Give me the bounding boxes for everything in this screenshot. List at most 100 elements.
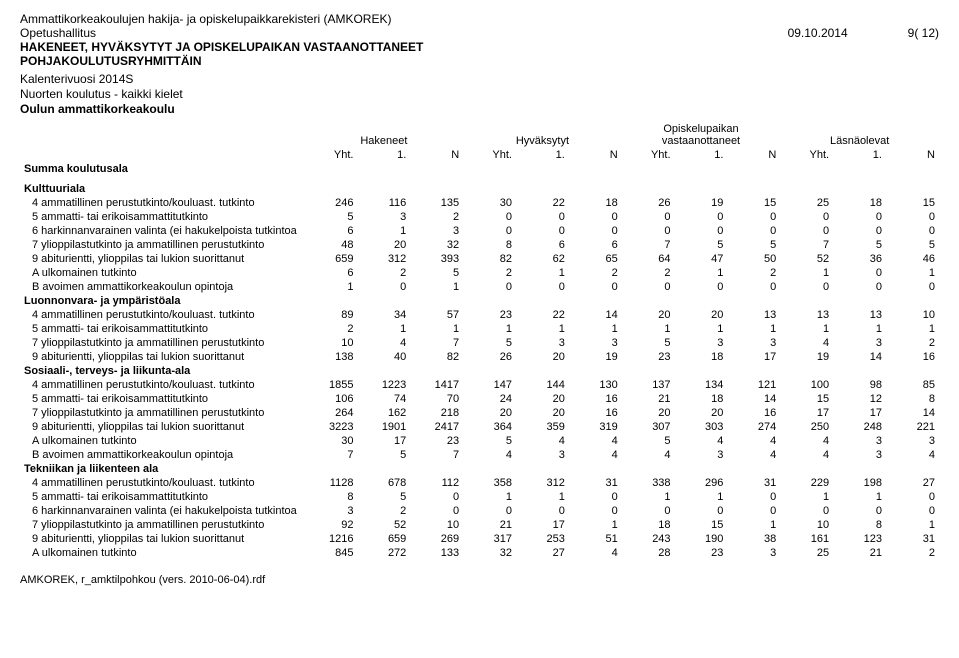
row-label: 7 ylioppilastutkinto ja ammatillinen per… — [20, 518, 305, 532]
table-row: A ulkomainen tutkinto8452721333227428233… — [20, 546, 939, 560]
cell-value: 307 — [622, 420, 675, 434]
section-title-row: Luonnonvara- ja ympäristöala — [20, 294, 939, 308]
cell-value: 34 — [357, 308, 410, 322]
row-label: 6 harkinnanvarainen valinta (ei hakukelp… — [20, 504, 305, 518]
cell-value: 1417 — [410, 378, 463, 392]
cell-value: 134 — [675, 378, 728, 392]
cell-value: 20 — [622, 406, 675, 420]
cell-value: 3 — [727, 546, 780, 560]
cell-value: 16 — [727, 406, 780, 420]
cell-value: 15 — [727, 196, 780, 210]
cell-value: 22 — [516, 308, 569, 322]
cell-value: 17 — [780, 406, 833, 420]
subcol: Yht. — [622, 148, 675, 162]
cell-value: 2 — [357, 504, 410, 518]
cell-value: 0 — [886, 280, 939, 294]
subcol: Yht. — [463, 148, 516, 162]
cell-value: 130 — [569, 378, 622, 392]
cell-value: 17 — [727, 350, 780, 364]
cell-value: 0 — [410, 490, 463, 504]
cell-value: 5 — [622, 434, 675, 448]
cell-value: 13 — [833, 308, 886, 322]
cell-value: 190 — [675, 532, 728, 546]
cell-value: 3 — [675, 336, 728, 350]
cell-value: 0 — [727, 490, 780, 504]
cell-value: 32 — [463, 546, 516, 560]
subcol: N — [569, 148, 622, 162]
cell-value: 1 — [622, 490, 675, 504]
cell-value: 1 — [357, 224, 410, 238]
cell-value: 20 — [675, 308, 728, 322]
section-title-row: Kulttuuriala — [20, 182, 939, 196]
cell-value: 1855 — [305, 378, 358, 392]
cell-value: 21 — [833, 546, 886, 560]
cell-value: 659 — [305, 252, 358, 266]
cell-value: 243 — [622, 532, 675, 546]
table-row: 7 ylioppilastutkinto ja ammatillinen per… — [20, 336, 939, 350]
table-row: 9 abiturientti, ylioppilas tai lukion su… — [20, 532, 939, 546]
cell-value: 0 — [780, 504, 833, 518]
cell-value: 20 — [516, 406, 569, 420]
cell-value: 338 — [622, 476, 675, 490]
cell-value: 0 — [516, 224, 569, 238]
cell-value: 269 — [410, 532, 463, 546]
cell-value: 1 — [622, 322, 675, 336]
cell-value: 17 — [833, 406, 886, 420]
cell-value: 678 — [357, 476, 410, 490]
cell-value: 10 — [305, 336, 358, 350]
table-row: 9 abiturientti, ylioppilas tai lukion su… — [20, 420, 939, 434]
row-label: 7 ylioppilastutkinto ja ammatillinen per… — [20, 238, 305, 252]
cell-value: 16 — [886, 350, 939, 364]
cell-value: 3 — [833, 336, 886, 350]
summa-row: Summa koulutusala — [20, 162, 939, 176]
cell-value: 0 — [516, 210, 569, 224]
table-row: 9 abiturientti, ylioppilas tai lukion su… — [20, 350, 939, 364]
row-label: 7 ylioppilastutkinto ja ammatillinen per… — [20, 336, 305, 350]
cell-value: 359 — [516, 420, 569, 434]
cell-value: 112 — [410, 476, 463, 490]
cell-value: 4 — [886, 448, 939, 462]
table-row: 4 ammatillinen perustutkinto/kouluast. t… — [20, 476, 939, 490]
cell-value: 0 — [675, 280, 728, 294]
table-row: 4 ammatillinen perustutkinto/kouluast. t… — [20, 378, 939, 392]
row-label: 6 harkinnanvarainen valinta (ei hakukelp… — [20, 224, 305, 238]
cell-value: 144 — [516, 378, 569, 392]
cell-value: 5 — [410, 266, 463, 280]
cell-value: 10 — [410, 518, 463, 532]
cell-value: 3 — [357, 210, 410, 224]
row-label: 4 ammatillinen perustutkinto/kouluast. t… — [20, 196, 305, 210]
cell-value: 229 — [780, 476, 833, 490]
cell-value: 4 — [727, 448, 780, 462]
cell-value: 15 — [886, 196, 939, 210]
cell-value: 0 — [463, 504, 516, 518]
cell-value: 0 — [357, 280, 410, 294]
row-label: 4 ammatillinen perustutkinto/kouluast. t… — [20, 378, 305, 392]
row-label: 9 abiturientti, ylioppilas tai lukion su… — [20, 350, 305, 364]
cell-value: 23 — [675, 546, 728, 560]
cell-value: 393 — [410, 252, 463, 266]
cell-value: 51 — [569, 532, 622, 546]
cell-value: 31 — [886, 532, 939, 546]
cell-value: 23 — [410, 434, 463, 448]
row-label: 7 ylioppilastutkinto ja ammatillinen per… — [20, 406, 305, 420]
cell-value: 17 — [357, 434, 410, 448]
report-header: Ammattikorkeakoulujen hakija- ja opiskel… — [20, 12, 939, 116]
cell-value: 15 — [780, 392, 833, 406]
cell-value: 1 — [727, 322, 780, 336]
cell-value: 15 — [675, 518, 728, 532]
cell-value: 1901 — [357, 420, 410, 434]
cell-value: 312 — [516, 476, 569, 490]
row-label: 9 abiturientti, ylioppilas tai lukion su… — [20, 420, 305, 434]
cell-value: 3 — [675, 448, 728, 462]
cell-value: 20 — [516, 392, 569, 406]
section-title-row: Tekniikan ja liikenteen ala — [20, 462, 939, 476]
cell-value: 303 — [675, 420, 728, 434]
cell-value: 23 — [622, 350, 675, 364]
cell-value: 2 — [410, 210, 463, 224]
cell-value: 17 — [516, 518, 569, 532]
cell-value: 4 — [622, 448, 675, 462]
cell-value: 5 — [305, 210, 358, 224]
cell-value: 47 — [675, 252, 728, 266]
cell-value: 1 — [675, 266, 728, 280]
summa-label: Summa koulutusala — [20, 162, 305, 176]
